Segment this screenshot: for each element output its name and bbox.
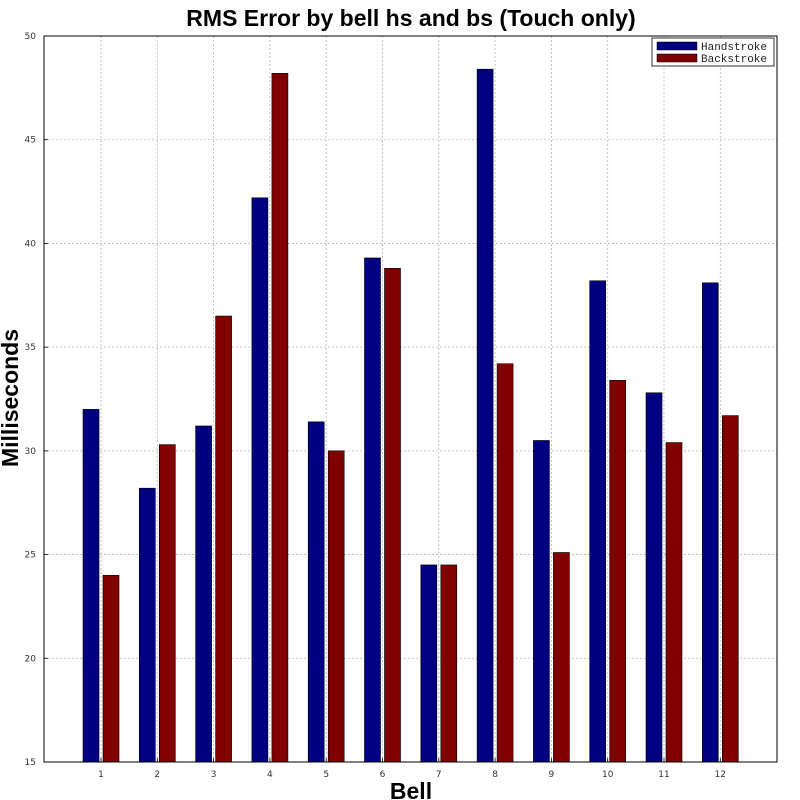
bar-handstroke-bell-12 <box>701 282 719 763</box>
bar-backstroke-bell-8 <box>496 363 514 763</box>
bar-backstroke-bell-1 <box>102 575 120 763</box>
y-tick-label: 45 <box>25 136 36 146</box>
x-axis-label: Bell <box>390 778 432 800</box>
x-tick-label: 6 <box>380 770 386 780</box>
x-tick-label: 9 <box>549 770 555 780</box>
y-tick-labels: 15 20 25 30 35 40 45 50 <box>25 32 37 768</box>
y-tick-label: 25 <box>25 551 36 561</box>
x-tick-label: 2 <box>154 770 160 780</box>
bar-backstroke-bell-4 <box>271 73 289 763</box>
bar-handstroke-bell-10 <box>589 280 607 763</box>
legend-label-backstroke: Backstroke <box>701 54 767 66</box>
bar-handstroke-bell-9 <box>533 440 550 763</box>
x-tick-label: 8 <box>492 770 498 780</box>
y-tick-label: 15 <box>25 758 36 768</box>
bar-handstroke-bell-3 <box>195 425 212 763</box>
x-tick-label: 1 <box>98 770 104 780</box>
x-tick-labels: 1 2 3 4 5 6 7 8 9 10 11 12 <box>98 770 726 780</box>
bar-handstroke-bell-1 <box>82 409 100 763</box>
x-tick-label: 7 <box>436 770 442 780</box>
bar-backstroke-bell-5 <box>327 450 345 763</box>
plot-frame <box>43 35 778 763</box>
bars <box>82 68 739 763</box>
bar-backstroke-bell-12 <box>721 415 739 763</box>
x-tick-label: 10 <box>602 770 614 780</box>
bar-backstroke-bell-10 <box>609 380 627 763</box>
bar-handstroke-bell-5 <box>307 421 325 763</box>
bar-handstroke-bell-11 <box>645 392 663 763</box>
legend-swatch-backstroke <box>656 53 698 63</box>
y-axis-label: Milliseconds <box>0 329 23 467</box>
bar-backstroke-bell-2 <box>159 444 176 763</box>
y-tick-label: 20 <box>25 654 37 664</box>
bar-handstroke-bell-7 <box>420 564 438 763</box>
grid-lines <box>44 35 777 763</box>
bar-backstroke-bell-7 <box>440 564 458 763</box>
y-tick-label: 50 <box>25 32 37 42</box>
bar-handstroke-bell-8 <box>476 68 494 763</box>
y-tick-label: 40 <box>25 239 37 249</box>
bar-backstroke-bell-6 <box>384 268 401 763</box>
x-tick-label: 5 <box>323 770 329 780</box>
bar-handstroke-bell-4 <box>251 197 269 763</box>
bar-handstroke-bell-6 <box>364 257 381 763</box>
bar-backstroke-bell-3 <box>215 315 232 763</box>
bar-backstroke-bell-9 <box>553 552 570 763</box>
x-tick-label: 12 <box>715 770 726 780</box>
y-tick-label: 30 <box>25 447 37 457</box>
legend-label-handstroke: Handstroke <box>701 42 767 54</box>
x-tick-label: 4 <box>267 770 273 780</box>
x-tick-label: 11 <box>658 770 669 780</box>
bar-handstroke-bell-2 <box>139 487 156 763</box>
x-tick-label: 3 <box>211 770 217 780</box>
chart-title: RMS Error by bell hs and bs (Touch only) <box>186 5 635 31</box>
legend-swatch-handstroke <box>656 41 698 51</box>
y-tick-label: 35 <box>25 343 36 353</box>
bar-backstroke-bell-11 <box>665 442 683 763</box>
